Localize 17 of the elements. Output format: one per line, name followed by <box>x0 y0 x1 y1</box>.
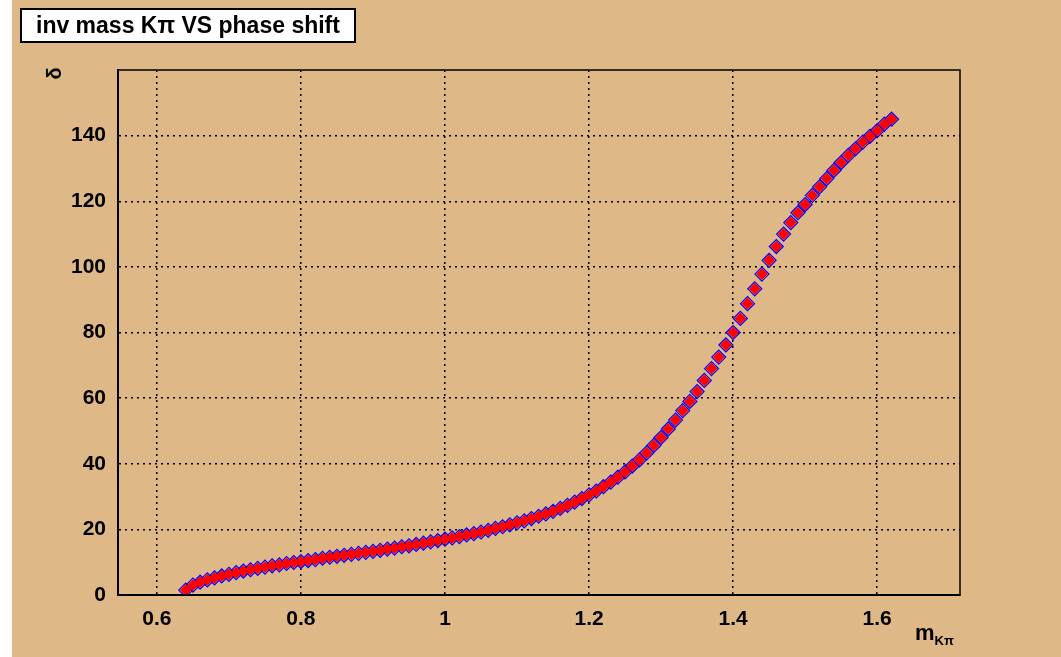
y-tick-label: 40 <box>82 450 106 474</box>
x-tick-label: 0.8 <box>286 606 316 630</box>
y-tick-label: 60 <box>82 384 106 408</box>
x-tick-label: 1.2 <box>574 606 604 630</box>
x-tick-label: 1.4 <box>718 606 749 630</box>
x-axis-title: m$_{Kπ}$ <box>915 620 954 649</box>
chart-title: inv mass Kπ VS phase shift <box>20 8 356 43</box>
y-tick-label: 100 <box>70 253 106 277</box>
y-tick-label: 20 <box>82 516 106 540</box>
y-tick-label: 0 <box>94 581 106 605</box>
y-tick-label: 80 <box>82 319 106 343</box>
x-tick-label: 0.6 <box>142 606 172 630</box>
x-tick-label: 1 <box>439 606 452 630</box>
y-tick-label: 120 <box>70 188 106 212</box>
x-tick-label: 1.6 <box>862 606 892 630</box>
y-axis-title: δ <box>42 67 66 80</box>
y-tick-label: 140 <box>70 122 106 146</box>
